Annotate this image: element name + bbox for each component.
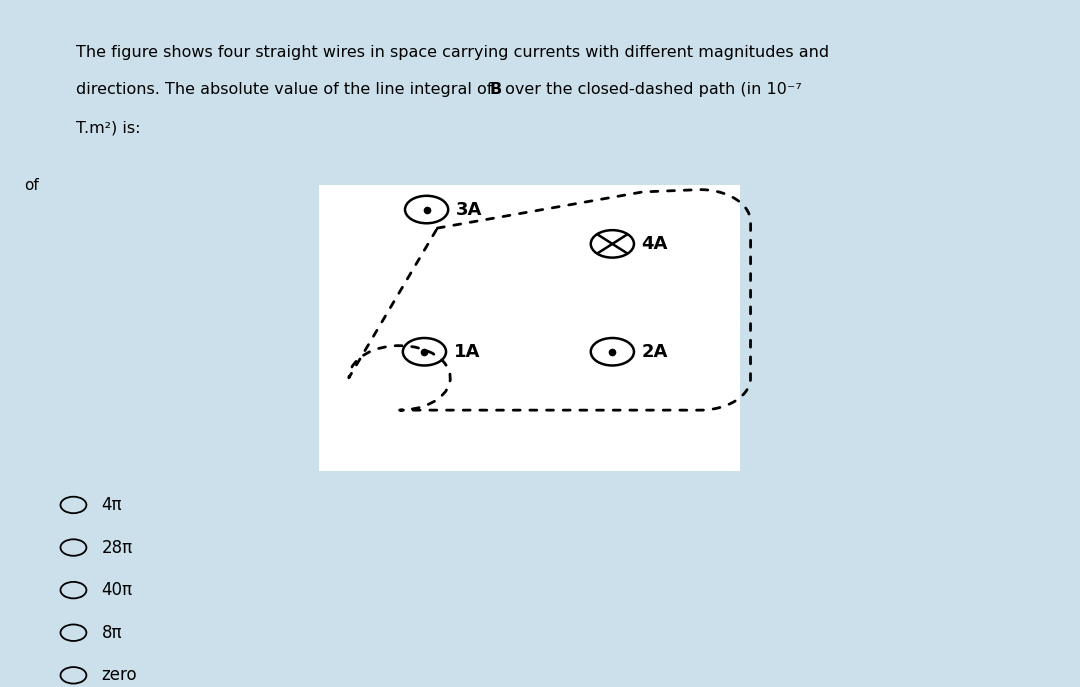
Text: 2A: 2A [642,343,667,361]
Text: T.m²) is:: T.m²) is: [76,120,140,135]
Text: over the closed-dashed path (in 10⁻⁷: over the closed-dashed path (in 10⁻⁷ [500,82,801,98]
Text: 28π: 28π [102,539,133,556]
Text: 40π: 40π [102,581,133,599]
Text: 4π: 4π [102,496,122,514]
Text: zero: zero [102,666,137,684]
Text: B: B [489,82,501,98]
Text: The figure shows four straight wires in space carrying currents with different m: The figure shows four straight wires in … [76,45,828,60]
Text: 3A: 3A [456,201,482,218]
Text: directions. The absolute value of the line integral of: directions. The absolute value of the li… [76,82,497,98]
Text: of: of [24,178,39,193]
Text: 1A: 1A [454,343,480,361]
Text: 8π: 8π [102,624,122,642]
FancyBboxPatch shape [319,185,740,471]
Text: 4A: 4A [642,235,667,253]
